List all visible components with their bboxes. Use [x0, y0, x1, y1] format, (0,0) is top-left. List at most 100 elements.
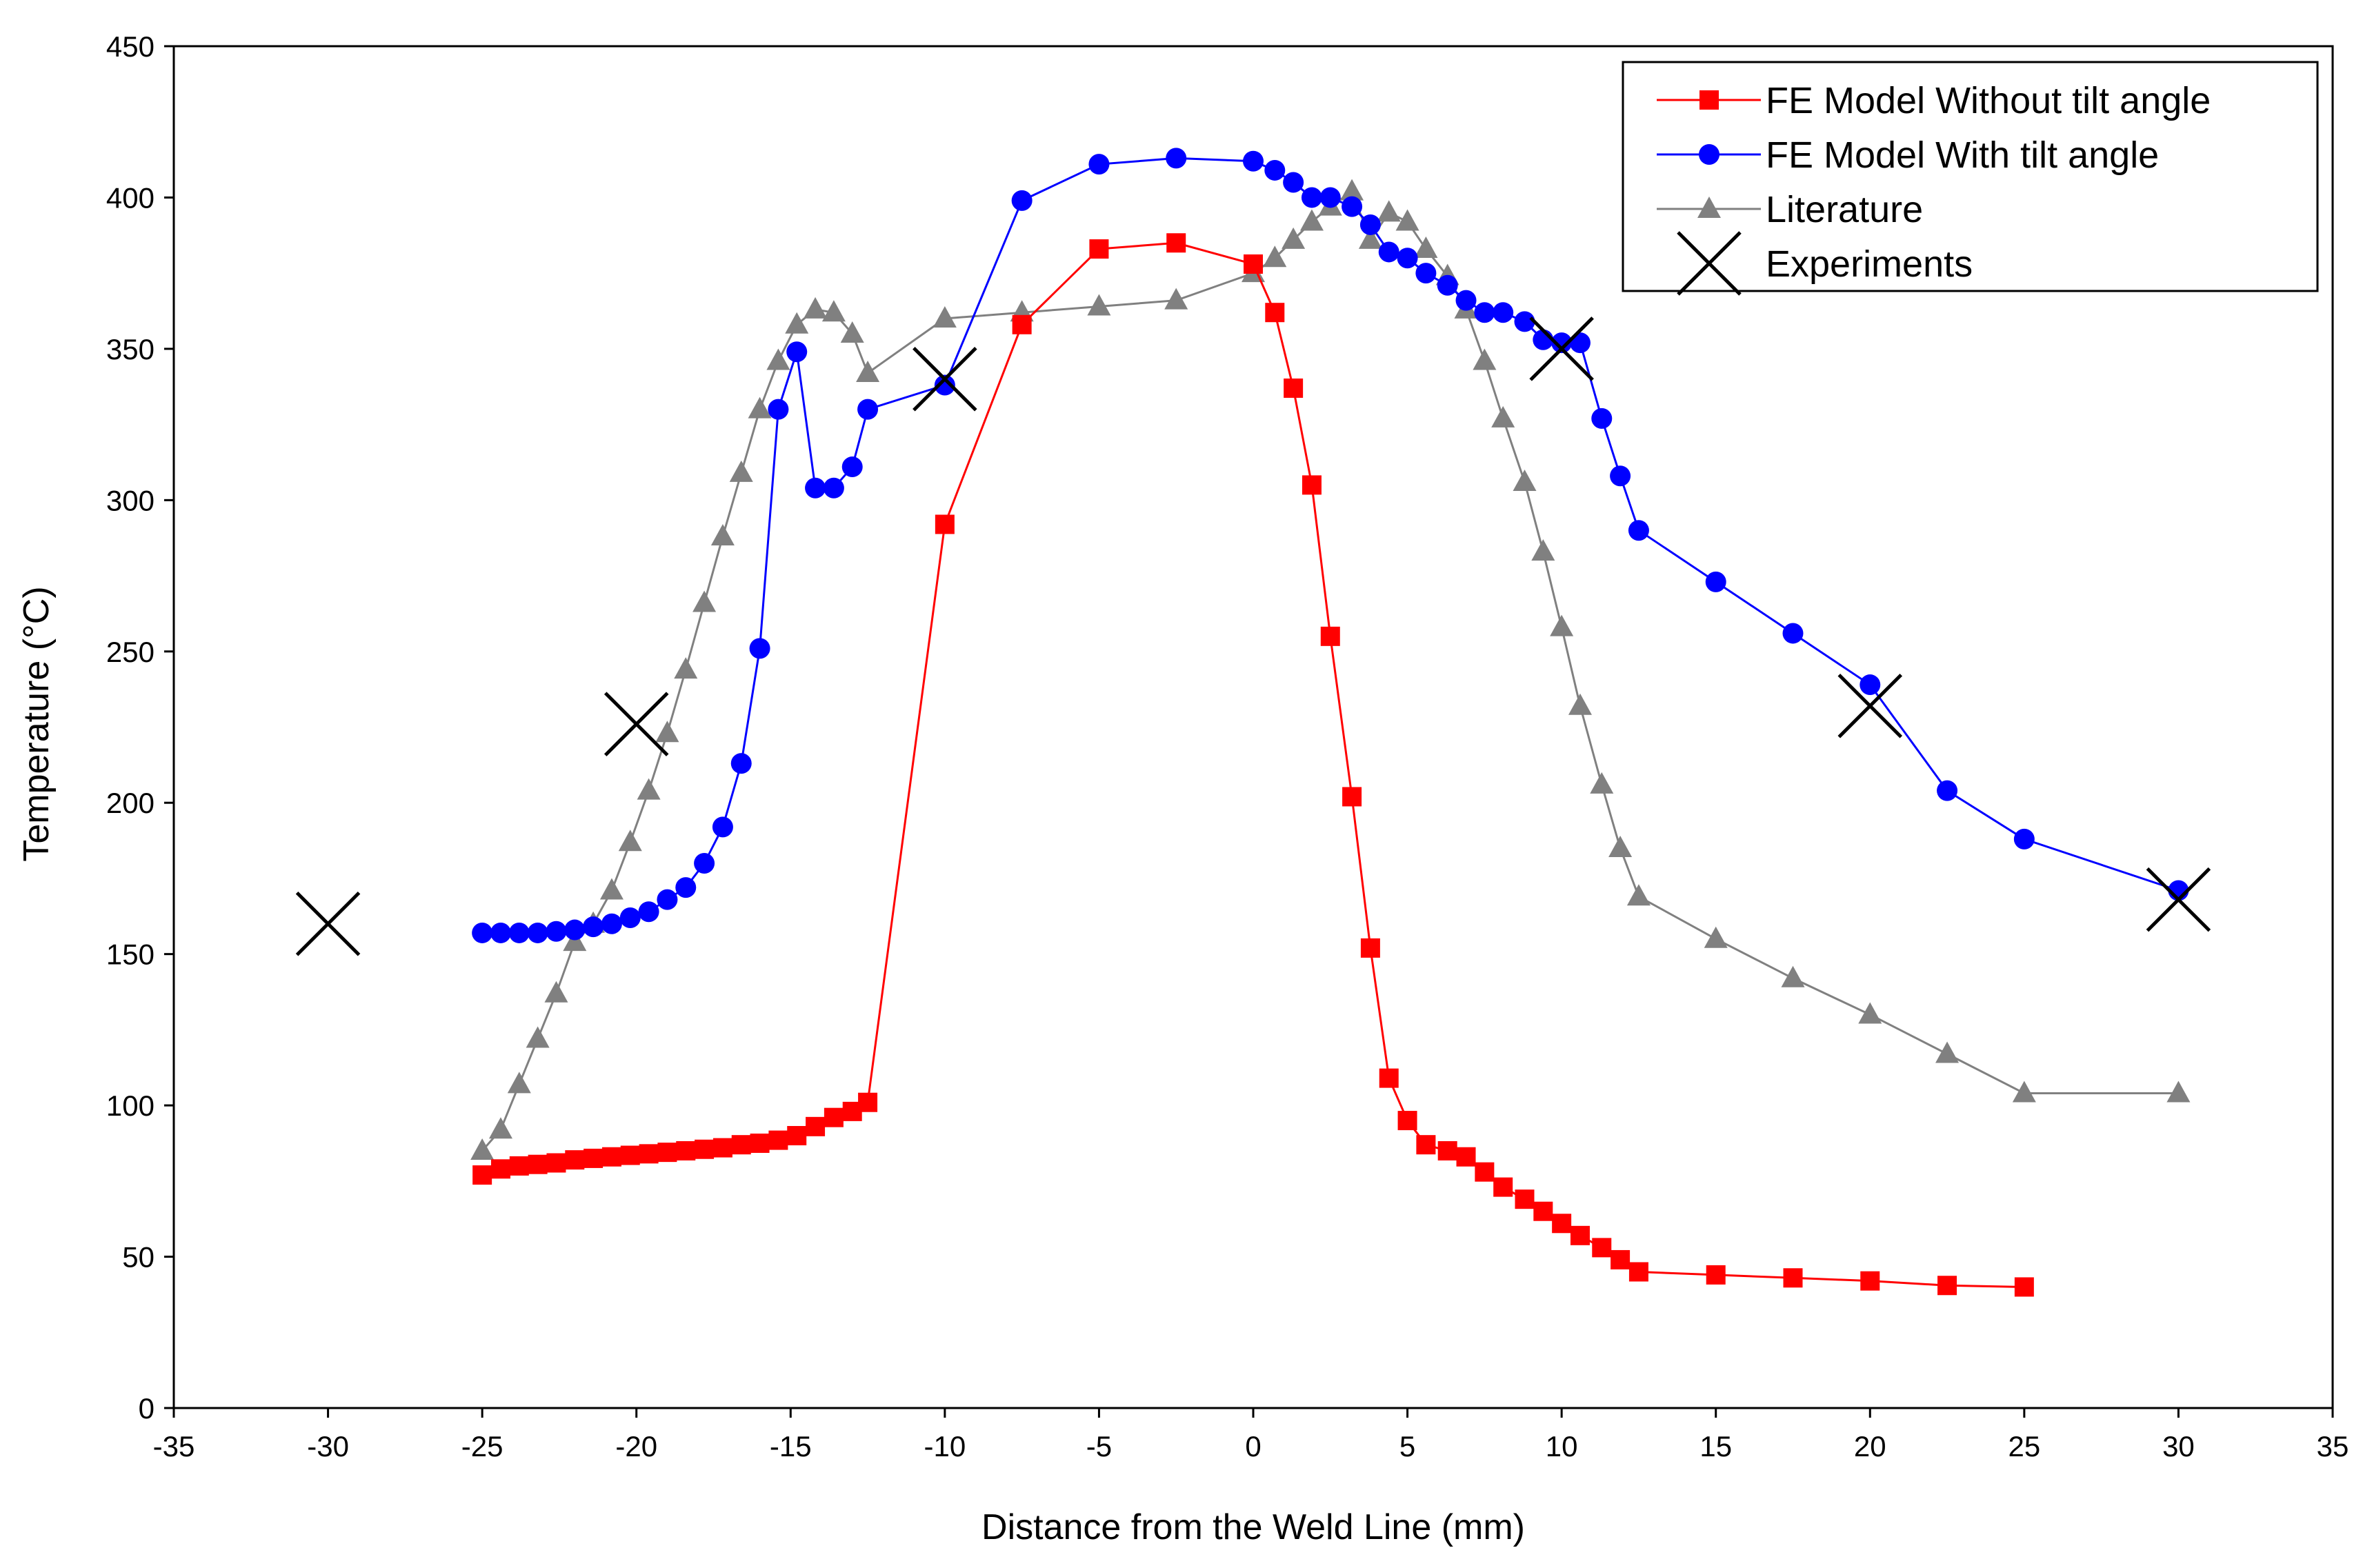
data-point-literature: [1473, 348, 1497, 370]
x-tick-label: -30: [307, 1430, 349, 1463]
y-tick-label: 100: [106, 1089, 154, 1122]
y-tick-label: 50: [122, 1241, 154, 1274]
data-point-fe-model-with-tilt-angle: [1628, 520, 1649, 541]
data-point-fe-model-without-tilt-angle: [584, 1148, 604, 1168]
data-point-fe-model-with-tilt-angle: [841, 456, 863, 478]
data-point-fe-model-with-tilt-angle: [1705, 571, 1726, 592]
series-line-literature: [481, 190, 2179, 1152]
data-point-fe-model-without-tilt-angle: [1783, 1268, 1803, 1288]
data-point-fe-model-with-tilt-angle: [1610, 465, 1631, 487]
legend-item: Literature: [1657, 189, 1923, 230]
data-point-literature: [1263, 245, 1287, 268]
y-tick-label: 150: [106, 938, 154, 971]
data-point-fe-model-with-tilt-angle: [1319, 187, 1341, 208]
data-point-literature: [933, 306, 957, 328]
data-point-fe-model-with-tilt-angle: [638, 901, 659, 923]
data-point-fe-model-without-tilt-angle: [1706, 1265, 1726, 1285]
data-point-literature: [710, 524, 735, 545]
data-point-fe-model-with-tilt-angle: [1342, 196, 1363, 217]
data-point-fe-model-without-tilt-angle: [1166, 233, 1186, 253]
data-point-fe-model-without-tilt-angle: [1012, 314, 1032, 334]
x-tick-label: -20: [615, 1430, 657, 1463]
data-point-fe-model-with-tilt-angle: [1591, 408, 1613, 429]
data-point-experiments: [604, 692, 669, 756]
legend: FE Model Without tilt angle FE Model With…: [1622, 61, 2319, 296]
data-point-literature: [1531, 539, 1555, 561]
data-point-fe-model-without-tilt-angle: [601, 1147, 621, 1167]
legend-item: FE Model With tilt angle: [1657, 134, 2159, 176]
data-point-literature: [470, 1138, 495, 1160]
x-axis-ticks: -35 -30 -25 -20 -15 -10 -5 0 5 10 15 20 25 30 35: [153, 1408, 2349, 1463]
data-point-literature: [655, 721, 679, 743]
data-point-experiments: [2146, 867, 2211, 932]
data-point-fe-model-with-tilt-angle: [1264, 159, 1286, 181]
data-point-literature: [1395, 209, 1419, 231]
data-point-literature: [1414, 237, 1438, 259]
data-point-fe-model-with-tilt-angle: [546, 921, 567, 942]
x-tick-label: -35: [153, 1430, 195, 1463]
data-point-experiments: [1837, 674, 1903, 738]
legend-item: Experiments: [1677, 231, 1973, 296]
x-tick-label: 15: [1699, 1430, 1732, 1463]
data-point-literature: [507, 1072, 531, 1094]
data-point-literature: [1087, 294, 1111, 316]
data-point-fe-model-without-tilt-angle: [1592, 1238, 1612, 1258]
data-point-fe-model-with-tilt-angle: [1397, 248, 1418, 269]
x-tick-label: 25: [2008, 1430, 2040, 1463]
data-point-fe-model-with-tilt-angle: [1415, 263, 1437, 284]
data-point-literature: [674, 657, 698, 679]
data-point-fe-model-with-tilt-angle: [694, 853, 715, 874]
data-point-literature: [1550, 614, 1574, 636]
legend-label: FE Model Without tilt angle: [1766, 80, 2211, 121]
data-point-fe-model-without-tilt-angle: [1937, 1276, 1957, 1296]
data-point-fe-model-without-tilt-angle: [1089, 239, 1109, 259]
data-point-literature: [637, 778, 661, 800]
data-point-literature: [526, 1026, 550, 1048]
series-layer: [295, 148, 2211, 1297]
data-point-fe-model-without-tilt-angle: [490, 1159, 510, 1179]
data-point-fe-model-with-tilt-angle: [1782, 623, 1804, 644]
data-point-fe-model-without-tilt-angle: [2014, 1277, 2034, 1297]
data-point-fe-model-without-tilt-angle: [1416, 1135, 1436, 1155]
data-point-fe-model-without-tilt-angle: [1493, 1177, 1513, 1197]
legend-marker: [1699, 90, 1719, 110]
legend-label: Experiments: [1766, 243, 1973, 285]
data-point-fe-model-without-tilt-angle: [639, 1144, 659, 1164]
data-point-fe-model-without-tilt-angle: [1570, 1225, 1590, 1245]
experiment-marker-stroke: [913, 347, 977, 412]
data-point-fe-model-with-tilt-angle: [934, 374, 955, 396]
data-point-fe-model-without-tilt-angle: [1552, 1214, 1572, 1234]
data-point-fe-model-with-tilt-angle: [2013, 828, 2035, 850]
data-point-fe-model-without-tilt-angle: [768, 1130, 788, 1150]
x-tick-label: 0: [1245, 1430, 1261, 1463]
x-tick-label: 35: [2317, 1430, 2349, 1463]
legend-marker: [1699, 144, 1719, 165]
data-point-fe-model-with-tilt-angle: [1937, 780, 1958, 801]
data-point-fe-model-with-tilt-angle: [1166, 148, 1187, 169]
data-point-fe-model-without-tilt-angle: [528, 1154, 548, 1174]
data-point-fe-model-without-tilt-angle: [1611, 1249, 1631, 1269]
data-point-fe-model-without-tilt-angle: [1360, 938, 1380, 958]
data-point-fe-model-without-tilt-angle: [1397, 1111, 1417, 1131]
data-point-literature: [544, 981, 568, 1003]
data-point-literature: [1377, 200, 1401, 222]
data-point-fe-model-with-tilt-angle: [1359, 214, 1381, 235]
data-point-literature: [2166, 1080, 2191, 1103]
data-point-fe-model-with-tilt-angle: [749, 638, 770, 659]
data-point-fe-model-with-tilt-angle: [857, 399, 879, 420]
experiment-marker-stroke: [2146, 867, 2211, 932]
series-experiments: [295, 316, 2211, 956]
data-point-literature: [1781, 965, 1805, 987]
data-point-fe-model-with-tilt-angle: [1455, 290, 1477, 311]
data-point-literature: [1626, 884, 1651, 906]
data-point-fe-model-without-tilt-angle: [1456, 1147, 1476, 1167]
data-point-fe-model-with-tilt-angle: [583, 916, 604, 938]
data-point-fe-model-with-tilt-angle: [1283, 172, 1304, 193]
data-point-fe-model-without-tilt-angle: [1437, 1140, 1457, 1160]
data-point-fe-model-without-tilt-angle: [1302, 475, 1322, 495]
data-point-fe-model-with-tilt-angle: [1378, 241, 1399, 263]
data-point-fe-model-with-tilt-angle: [768, 399, 789, 420]
data-point-literature: [748, 396, 772, 419]
data-point-literature: [856, 361, 880, 382]
data-point-literature: [692, 590, 717, 612]
